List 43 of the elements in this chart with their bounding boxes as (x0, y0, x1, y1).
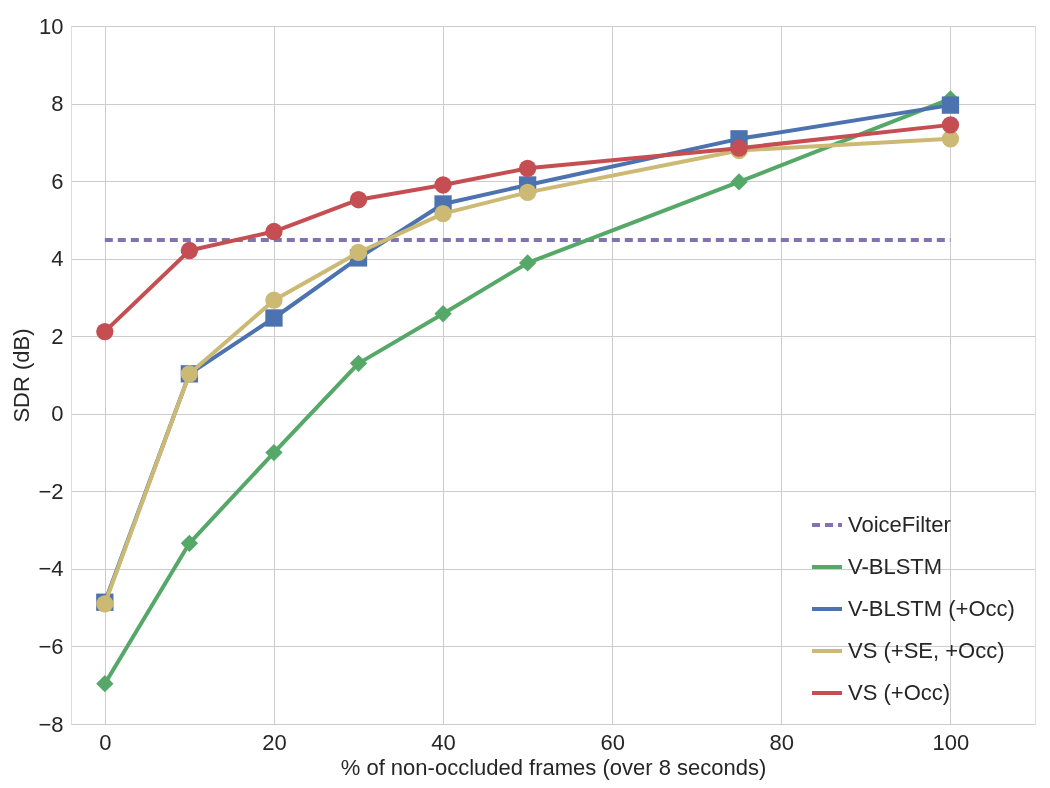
y-tick-label: −2 (38, 478, 64, 504)
legend-label: VS (+SE, +Occ) (848, 638, 1005, 663)
point (518, 254, 537, 272)
x-axis-title: % of non-occluded frames (over 8 seconds) (340, 754, 767, 780)
x-tick-label: 40 (431, 729, 456, 755)
legend-label: VoiceFilter (848, 512, 951, 537)
x-tick-label: 100 (932, 729, 970, 755)
point (349, 354, 368, 373)
y-tick-label: 6 (51, 168, 64, 194)
y-tick-label: 0 (51, 401, 64, 427)
point (434, 176, 452, 194)
x-tick-label: 0 (99, 729, 112, 755)
y-tick-label: −6 (38, 633, 64, 659)
x-tick-label: 80 (769, 729, 795, 755)
point (96, 675, 114, 693)
point (434, 305, 452, 323)
y-axis-title: SDR (dB) (9, 328, 35, 423)
legend-label: V-BLSTM (848, 554, 943, 579)
legend-label: VS (+Occ) (848, 680, 951, 705)
point (434, 205, 452, 223)
point (265, 309, 283, 327)
point (180, 241, 199, 260)
legend-label: V-BLSTM (+Occ) (848, 596, 1015, 621)
x-tick-label: 20 (262, 729, 287, 755)
point (730, 173, 748, 191)
point (180, 534, 199, 552)
y-tick-label: 4 (51, 246, 64, 272)
point (518, 183, 537, 201)
point (349, 243, 368, 262)
y-tick-label: 8 (51, 91, 64, 117)
point (265, 222, 283, 241)
point (941, 96, 960, 114)
y-tick-label: −4 (38, 556, 64, 582)
point (518, 159, 537, 177)
point (349, 191, 368, 209)
x-tick-label: 60 (600, 729, 625, 755)
y-tick-label: 2 (51, 323, 64, 349)
point (265, 443, 283, 462)
y-tick-label: 10 (39, 13, 64, 39)
y-tick-label: −8 (38, 711, 64, 737)
point (96, 322, 114, 341)
point (941, 116, 960, 134)
point (265, 291, 283, 309)
